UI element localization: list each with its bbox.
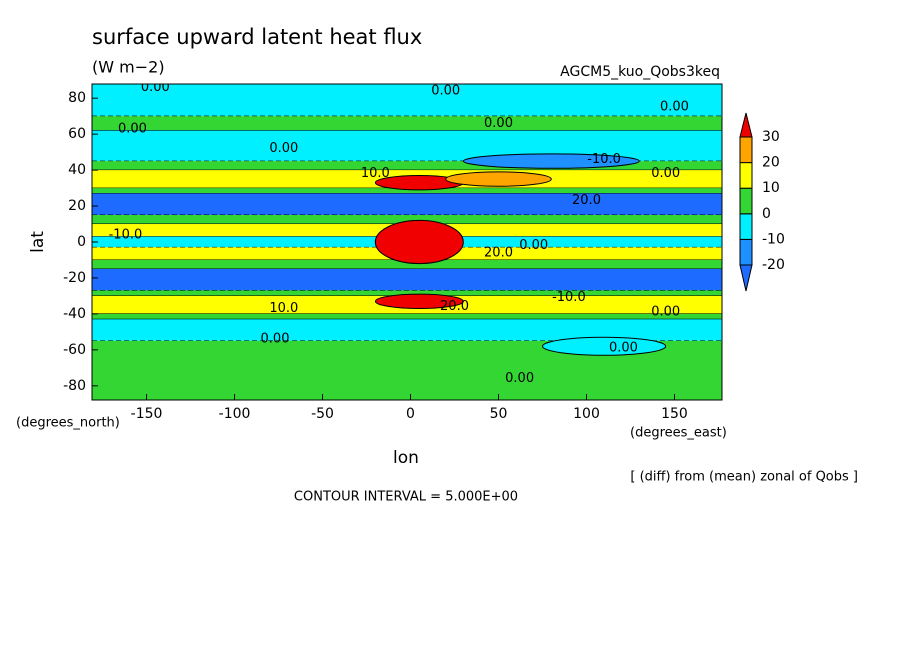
contour-interval: CONTOUR INTERVAL = 5.000E+00 bbox=[294, 490, 518, 505]
contour-label: 0.00 bbox=[609, 341, 638, 356]
contour-label: 0.00 bbox=[651, 166, 680, 181]
x-tick-label: 50 bbox=[490, 406, 508, 422]
subtitle: (W m−2) bbox=[92, 58, 165, 77]
contour-band bbox=[92, 161, 722, 171]
y-tick-label: -60 bbox=[63, 342, 86, 358]
y-tick-label: 0 bbox=[77, 234, 86, 250]
contour-label: 0.00 bbox=[141, 80, 170, 95]
y-tick-label: 80 bbox=[68, 90, 86, 106]
x-tick-label: -100 bbox=[219, 406, 251, 422]
x-tick-label: 150 bbox=[661, 406, 688, 422]
contour-label: 20.0 bbox=[440, 299, 469, 314]
colorbar-label: 30 bbox=[762, 129, 780, 145]
contour-band bbox=[92, 116, 722, 131]
contour-label: 0.00 bbox=[519, 238, 548, 253]
contour-label: 0.00 bbox=[484, 116, 513, 131]
contour-band bbox=[92, 130, 722, 162]
run-label: AGCM5_kuo_Qobs3keq bbox=[560, 64, 720, 80]
colorbar-label: -20 bbox=[762, 257, 785, 273]
chart-title: surface upward latent heat flux bbox=[92, 25, 422, 49]
y-tick-label: -40 bbox=[63, 306, 86, 322]
y-tick-label: -20 bbox=[63, 270, 86, 286]
colorbar-box bbox=[739, 136, 753, 164]
x-axis-label: lon bbox=[393, 448, 419, 468]
contour-label: 0.00 bbox=[651, 305, 680, 320]
contour-band bbox=[92, 193, 722, 216]
y-tick-label: -80 bbox=[63, 378, 86, 394]
contour-band bbox=[92, 290, 722, 296]
note: [ (diff) from (mean) zonal of Qobs ] bbox=[630, 470, 858, 485]
contour-label: -10.0 bbox=[587, 152, 621, 167]
colorbar-box bbox=[739, 162, 753, 189]
contour-label: 0.00 bbox=[505, 371, 534, 386]
contour-band bbox=[92, 84, 722, 117]
contour-label: 0.00 bbox=[269, 141, 298, 156]
contour-band bbox=[92, 188, 722, 194]
x-tick-label: -150 bbox=[131, 406, 163, 422]
contour-label: 10.0 bbox=[269, 301, 298, 316]
contour-band bbox=[92, 259, 722, 269]
x-tick-label: 100 bbox=[573, 406, 600, 422]
colorbar-label: 10 bbox=[762, 180, 780, 196]
contour-label: -10.0 bbox=[109, 227, 143, 242]
x-unit: (degrees_east) bbox=[630, 426, 727, 441]
y-tick-label: 60 bbox=[68, 126, 86, 142]
colorbar-label: -10 bbox=[762, 231, 785, 247]
contour-blob bbox=[542, 336, 667, 356]
plot-area: 0.00 0.00 0.00 0.00 0.00 0.00 -10.0 10.0 20.0 0.0… bbox=[92, 80, 722, 400]
contour-label: 20.0 bbox=[572, 193, 601, 208]
contour-blob bbox=[374, 219, 464, 265]
colorbar-box bbox=[739, 187, 753, 215]
contour-band bbox=[92, 215, 722, 225]
colorbar-arrow bbox=[739, 112, 753, 138]
contour-band bbox=[92, 319, 722, 341]
contour-label: -10.0 bbox=[552, 290, 586, 305]
x-tick-label: -50 bbox=[311, 406, 334, 422]
colorbar-box bbox=[739, 238, 753, 266]
contour-blob bbox=[462, 153, 640, 169]
y-axis-label: lat bbox=[28, 231, 48, 253]
colorbar-label: 0 bbox=[762, 206, 771, 222]
colorbar-arrow bbox=[739, 264, 753, 292]
contour-label: 20.0 bbox=[484, 245, 513, 260]
contour-label: 10.0 bbox=[361, 166, 390, 181]
colorbar-label: 20 bbox=[762, 155, 780, 171]
contour-blob bbox=[445, 171, 552, 187]
y-unit: (degrees_north) bbox=[16, 416, 120, 431]
contour-label: 0.00 bbox=[118, 121, 147, 136]
colorbar-box bbox=[739, 213, 753, 240]
contour-label: 0.00 bbox=[431, 84, 460, 99]
contour-label: 0.00 bbox=[261, 332, 290, 347]
contour-blob bbox=[374, 293, 464, 310]
contour-band bbox=[92, 313, 722, 320]
y-tick-label: 40 bbox=[68, 162, 86, 178]
y-tick-label: 20 bbox=[68, 198, 86, 214]
x-tick-label: 0 bbox=[406, 406, 415, 422]
contour-label: 0.00 bbox=[660, 100, 689, 115]
contour-band bbox=[92, 268, 722, 291]
